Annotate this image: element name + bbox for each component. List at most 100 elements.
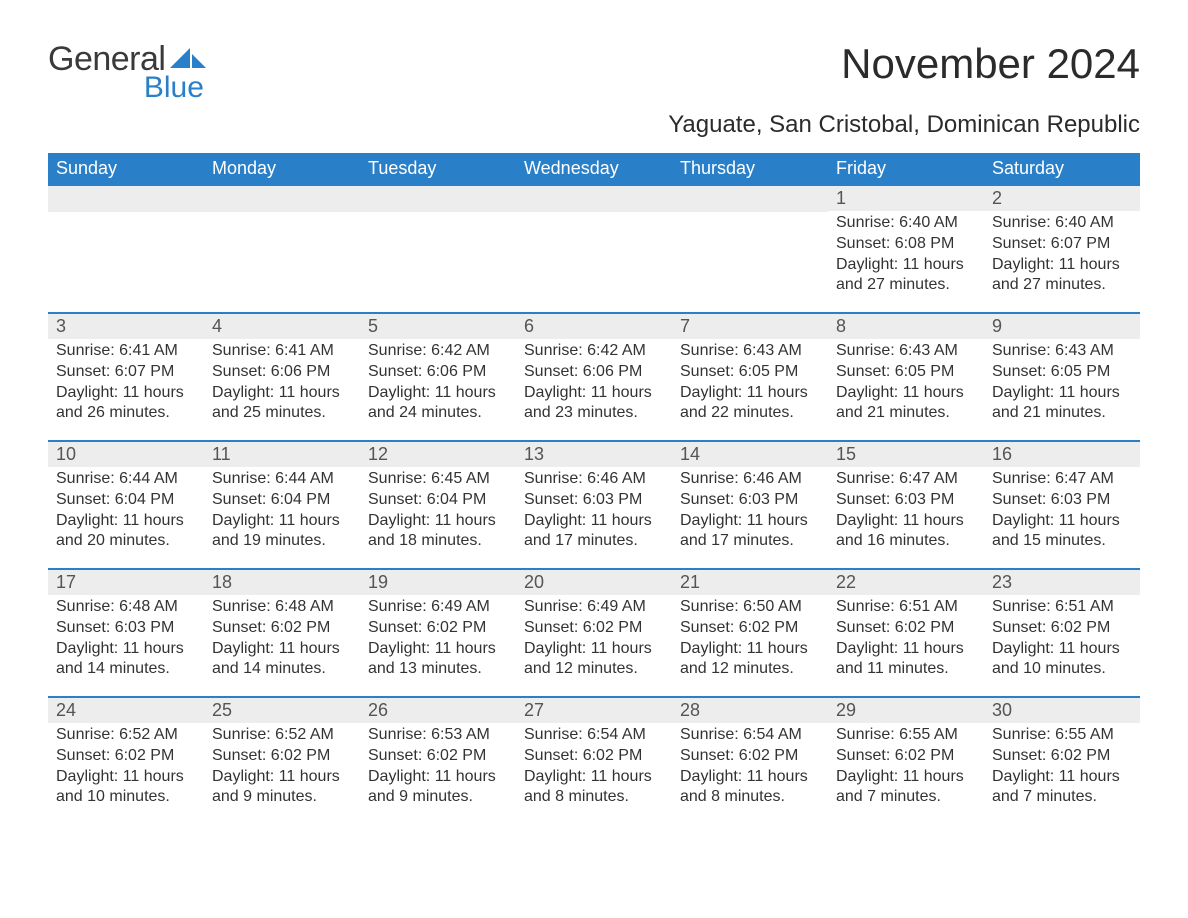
calendar-cell: 3Sunrise: 6:41 AMSunset: 6:07 PMDaylight… (48, 312, 204, 440)
sunrise-line: Sunrise: 6:52 AM (56, 725, 196, 746)
day-number: 20 (516, 568, 672, 595)
calendar-cell (516, 184, 672, 312)
day-number-empty (672, 184, 828, 212)
day-body: Sunrise: 6:40 AMSunset: 6:08 PMDaylight:… (828, 211, 984, 300)
brand-logo: General Blue (48, 40, 208, 105)
sunset-line: Sunset: 6:02 PM (212, 618, 352, 639)
day-number: 2 (984, 184, 1140, 211)
daylight-line: Daylight: 11 hours and 21 minutes. (992, 383, 1132, 425)
sunrise-line: Sunrise: 6:48 AM (212, 597, 352, 618)
sunset-line: Sunset: 6:03 PM (836, 490, 976, 511)
calendar-cell: 2Sunrise: 6:40 AMSunset: 6:07 PMDaylight… (984, 184, 1140, 312)
day-number: 12 (360, 440, 516, 467)
calendar-cell (204, 184, 360, 312)
daylight-line: Daylight: 11 hours and 24 minutes. (368, 383, 508, 425)
daylight-line: Daylight: 11 hours and 8 minutes. (680, 767, 820, 809)
day-number: 18 (204, 568, 360, 595)
daylight-line: Daylight: 11 hours and 7 minutes. (992, 767, 1132, 809)
daylight-line: Daylight: 11 hours and 14 minutes. (212, 639, 352, 681)
sunrise-line: Sunrise: 6:40 AM (992, 213, 1132, 234)
sunrise-line: Sunrise: 6:43 AM (992, 341, 1132, 362)
sunrise-line: Sunrise: 6:46 AM (524, 469, 664, 490)
daylight-line: Daylight: 11 hours and 13 minutes. (368, 639, 508, 681)
day-number: 16 (984, 440, 1140, 467)
sunrise-line: Sunrise: 6:54 AM (680, 725, 820, 746)
day-header: Thursday (672, 153, 828, 184)
day-body: Sunrise: 6:55 AMSunset: 6:02 PMDaylight:… (984, 723, 1140, 812)
sunrise-line: Sunrise: 6:54 AM (524, 725, 664, 746)
day-header: Sunday (48, 153, 204, 184)
calendar-cell: 22Sunrise: 6:51 AMSunset: 6:02 PMDayligh… (828, 568, 984, 696)
sunrise-line: Sunrise: 6:42 AM (524, 341, 664, 362)
daylight-line: Daylight: 11 hours and 26 minutes. (56, 383, 196, 425)
day-number: 3 (48, 312, 204, 339)
sunrise-line: Sunrise: 6:51 AM (992, 597, 1132, 618)
sunset-line: Sunset: 6:07 PM (992, 234, 1132, 255)
day-body: Sunrise: 6:41 AMSunset: 6:06 PMDaylight:… (204, 339, 360, 428)
day-number: 13 (516, 440, 672, 467)
sunrise-line: Sunrise: 6:42 AM (368, 341, 508, 362)
sunset-line: Sunset: 6:02 PM (368, 618, 508, 639)
day-number: 8 (828, 312, 984, 339)
daylight-line: Daylight: 11 hours and 10 minutes. (56, 767, 196, 809)
day-body: Sunrise: 6:46 AMSunset: 6:03 PMDaylight:… (516, 467, 672, 556)
sunset-line: Sunset: 6:02 PM (680, 746, 820, 767)
day-header: Tuesday (360, 153, 516, 184)
calendar-cell: 7Sunrise: 6:43 AMSunset: 6:05 PMDaylight… (672, 312, 828, 440)
daylight-line: Daylight: 11 hours and 10 minutes. (992, 639, 1132, 681)
calendar-table: SundayMondayTuesdayWednesdayThursdayFrid… (48, 153, 1140, 824)
calendar-cell (672, 184, 828, 312)
day-number: 21 (672, 568, 828, 595)
sunset-line: Sunset: 6:02 PM (368, 746, 508, 767)
calendar-cell: 19Sunrise: 6:49 AMSunset: 6:02 PMDayligh… (360, 568, 516, 696)
daylight-line: Daylight: 11 hours and 20 minutes. (56, 511, 196, 553)
day-number: 11 (204, 440, 360, 467)
day-body: Sunrise: 6:47 AMSunset: 6:03 PMDaylight:… (984, 467, 1140, 556)
calendar-cell: 9Sunrise: 6:43 AMSunset: 6:05 PMDaylight… (984, 312, 1140, 440)
sunset-line: Sunset: 6:03 PM (992, 490, 1132, 511)
sunset-line: Sunset: 6:02 PM (212, 746, 352, 767)
calendar-cell: 21Sunrise: 6:50 AMSunset: 6:02 PMDayligh… (672, 568, 828, 696)
day-body: Sunrise: 6:51 AMSunset: 6:02 PMDaylight:… (984, 595, 1140, 684)
daylight-line: Daylight: 11 hours and 17 minutes. (524, 511, 664, 553)
daylight-line: Daylight: 11 hours and 14 minutes. (56, 639, 196, 681)
calendar-cell: 13Sunrise: 6:46 AMSunset: 6:03 PMDayligh… (516, 440, 672, 568)
day-body: Sunrise: 6:51 AMSunset: 6:02 PMDaylight:… (828, 595, 984, 684)
sunrise-line: Sunrise: 6:44 AM (56, 469, 196, 490)
calendar-cell: 25Sunrise: 6:52 AMSunset: 6:02 PMDayligh… (204, 696, 360, 824)
daylight-line: Daylight: 11 hours and 21 minutes. (836, 383, 976, 425)
sunrise-line: Sunrise: 6:49 AM (368, 597, 508, 618)
sunset-line: Sunset: 6:03 PM (524, 490, 664, 511)
day-body: Sunrise: 6:41 AMSunset: 6:07 PMDaylight:… (48, 339, 204, 428)
calendar-cell: 16Sunrise: 6:47 AMSunset: 6:03 PMDayligh… (984, 440, 1140, 568)
day-body: Sunrise: 6:44 AMSunset: 6:04 PMDaylight:… (48, 467, 204, 556)
sunset-line: Sunset: 6:03 PM (680, 490, 820, 511)
day-body: Sunrise: 6:46 AMSunset: 6:03 PMDaylight:… (672, 467, 828, 556)
day-body: Sunrise: 6:49 AMSunset: 6:02 PMDaylight:… (360, 595, 516, 684)
day-body: Sunrise: 6:50 AMSunset: 6:02 PMDaylight:… (672, 595, 828, 684)
sunrise-line: Sunrise: 6:55 AM (992, 725, 1132, 746)
calendar-cell: 11Sunrise: 6:44 AMSunset: 6:04 PMDayligh… (204, 440, 360, 568)
sunrise-line: Sunrise: 6:43 AM (680, 341, 820, 362)
sunrise-line: Sunrise: 6:45 AM (368, 469, 508, 490)
sunset-line: Sunset: 6:02 PM (836, 746, 976, 767)
day-number-empty (48, 184, 204, 212)
day-number: 26 (360, 696, 516, 723)
day-body: Sunrise: 6:47 AMSunset: 6:03 PMDaylight:… (828, 467, 984, 556)
day-number-empty (360, 184, 516, 212)
sunrise-line: Sunrise: 6:49 AM (524, 597, 664, 618)
sunset-line: Sunset: 6:06 PM (524, 362, 664, 383)
sunset-line: Sunset: 6:05 PM (992, 362, 1132, 383)
day-body: Sunrise: 6:54 AMSunset: 6:02 PMDaylight:… (672, 723, 828, 812)
daylight-line: Daylight: 11 hours and 11 minutes. (836, 639, 976, 681)
calendar-cell: 14Sunrise: 6:46 AMSunset: 6:03 PMDayligh… (672, 440, 828, 568)
day-body: Sunrise: 6:43 AMSunset: 6:05 PMDaylight:… (984, 339, 1140, 428)
calendar-cell: 27Sunrise: 6:54 AMSunset: 6:02 PMDayligh… (516, 696, 672, 824)
day-body: Sunrise: 6:48 AMSunset: 6:02 PMDaylight:… (204, 595, 360, 684)
day-body: Sunrise: 6:55 AMSunset: 6:02 PMDaylight:… (828, 723, 984, 812)
sunrise-line: Sunrise: 6:46 AM (680, 469, 820, 490)
sunset-line: Sunset: 6:04 PM (368, 490, 508, 511)
day-number: 4 (204, 312, 360, 339)
day-body: Sunrise: 6:43 AMSunset: 6:05 PMDaylight:… (672, 339, 828, 428)
calendar-cell: 20Sunrise: 6:49 AMSunset: 6:02 PMDayligh… (516, 568, 672, 696)
